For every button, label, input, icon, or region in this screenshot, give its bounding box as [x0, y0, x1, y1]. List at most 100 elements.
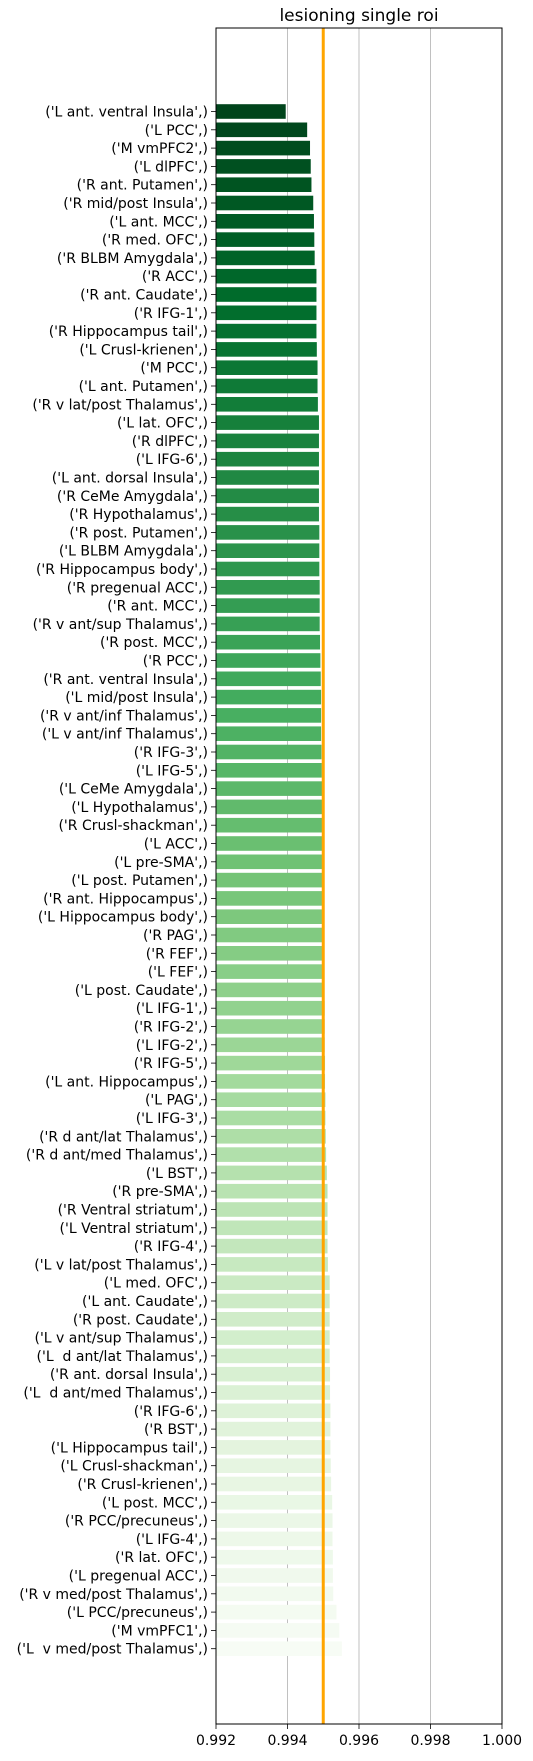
- bar: [216, 1513, 333, 1528]
- bar: [216, 561, 320, 577]
- category-label: ('R Hippocampus tail',): [49, 324, 208, 340]
- category-label: ('L post. Caudate',): [75, 983, 208, 999]
- bar: [216, 378, 318, 394]
- category-label: ('R d ant/lat Thalamus',): [39, 1129, 208, 1145]
- category-label: ('R BLBM Amygdala',): [57, 251, 208, 267]
- bar: [216, 1330, 330, 1345]
- category-label: ('L IFG-3',): [136, 1111, 208, 1127]
- bar: [216, 781, 323, 796]
- bar: [216, 1275, 330, 1290]
- category-label: ('L Ventral striatum',): [60, 1221, 208, 1237]
- bar: [216, 891, 324, 906]
- category-label: ('L FEF',): [148, 965, 208, 981]
- category-label: ('L Crusl-krienen',): [79, 342, 208, 358]
- category-label: ('L IFG-2',): [136, 1038, 208, 1054]
- bar: [216, 799, 323, 815]
- category-label: ('L Hippocampus tail',): [51, 1440, 208, 1456]
- bar: [216, 726, 322, 741]
- category-label: ('L IFG-6',): [136, 452, 208, 468]
- category-label: ('R ACC',): [142, 269, 208, 285]
- bar: [216, 689, 322, 705]
- bar: [216, 1165, 327, 1181]
- bar: [216, 1495, 333, 1510]
- bar: [216, 1037, 325, 1053]
- bar: [216, 836, 323, 851]
- bar: [216, 1421, 331, 1437]
- bar: [216, 140, 311, 156]
- bar: [216, 616, 320, 632]
- bar: [216, 195, 314, 211]
- bar: [216, 1220, 328, 1236]
- x-tick-label: 1.000: [482, 1733, 522, 1749]
- category-label: ('R ant. ventral Insula',): [43, 672, 208, 688]
- bar: [216, 1293, 330, 1309]
- category-label: ('R IFG-5',): [134, 1056, 208, 1072]
- category-label: ('R CeMe Amygdala',): [57, 489, 208, 505]
- category-label: ('R med. OFC',): [102, 233, 208, 249]
- category-label: ('L Hypothalamus',): [71, 800, 208, 816]
- category-label: ('R Crusl-shackman',): [58, 818, 208, 834]
- y-axis-ticks: ('L ant. ventral Insula',) ('L PCC',) ('M …: [17, 105, 216, 1658]
- bars: [216, 104, 342, 1656]
- bar: [216, 1458, 331, 1473]
- category-label: ('L pre-SMA',): [114, 855, 208, 871]
- category-label: ('L lat. OFC',): [117, 416, 208, 432]
- bar: [216, 506, 319, 522]
- bar: [216, 232, 315, 247]
- bar: [216, 360, 318, 375]
- bar: [216, 1586, 334, 1602]
- category-label: ('L v med/post Thalamus',): [17, 1642, 208, 1658]
- category-label: ('R ant. dorsal Insula',): [50, 1367, 208, 1383]
- bar: [216, 982, 325, 998]
- category-label: ('L med. OFC',): [104, 1276, 208, 1292]
- category-label: ('L d ant/lat Thalamus',): [37, 1349, 208, 1365]
- x-tick-label: 0.994: [267, 1733, 307, 1749]
- category-label: ('L IFG-1',): [136, 1001, 208, 1017]
- category-label: ('L Crusl-shackman',): [60, 1459, 208, 1475]
- bar: [216, 946, 325, 961]
- bar: [216, 1129, 326, 1144]
- bar: [216, 159, 311, 174]
- bar: [216, 1568, 333, 1583]
- bar: [216, 1604, 337, 1620]
- bar: [216, 1385, 331, 1400]
- bar: [216, 104, 286, 119]
- category-label: ('L IFG-5',): [136, 763, 208, 779]
- bar: [216, 671, 321, 687]
- bar: [216, 872, 324, 888]
- category-label: ('R v ant/inf Thalamus',): [40, 708, 208, 724]
- bar: [216, 1440, 331, 1455]
- category-label: ('R mid/post Insula',): [63, 196, 208, 212]
- category-label: ('L ant. ventral Insula',): [45, 105, 208, 121]
- bar: [216, 397, 318, 412]
- category-label: ('L PCC/precuneus',): [67, 1605, 208, 1621]
- category-label: ('M vmPFC2',): [111, 141, 208, 157]
- category-label: ('R v ant/sup Thalamus',): [33, 617, 208, 633]
- category-label: ('R ant. Hippocampus',): [43, 891, 208, 907]
- category-label: ('L ant. MCC',): [109, 214, 208, 230]
- category-label: ('L CeMe Amygdala',): [59, 782, 208, 798]
- category-label: ('R pre-SMA',): [112, 1184, 208, 1200]
- bar: [216, 470, 319, 485]
- category-label: ('R Hypothalamus',): [69, 507, 208, 523]
- bar: [216, 1641, 342, 1656]
- bar: [216, 451, 319, 467]
- x-tick-label: 0.996: [339, 1733, 379, 1749]
- bar: [216, 287, 317, 302]
- bar: [216, 1000, 325, 1016]
- bar: [216, 250, 315, 266]
- category-label: ('L dlPFC',): [134, 159, 208, 175]
- bar: [216, 1312, 330, 1327]
- bar: [216, 1476, 332, 1492]
- bar: [216, 525, 320, 540]
- bar: [216, 543, 320, 558]
- x-axis-ticks: 0.992 0.994 0.996 0.998 1.000: [196, 1724, 522, 1749]
- bar: [216, 488, 319, 504]
- bar: [216, 927, 324, 943]
- category-label: ('L ACC',): [144, 837, 208, 853]
- bar: [216, 268, 317, 284]
- category-label: ('R ant. Caudate',): [80, 288, 208, 304]
- bar: [216, 854, 324, 870]
- category-label: ('R Hippocampus body',): [36, 562, 208, 578]
- category-label: ('L v ant/sup Thalamus',): [35, 1331, 209, 1347]
